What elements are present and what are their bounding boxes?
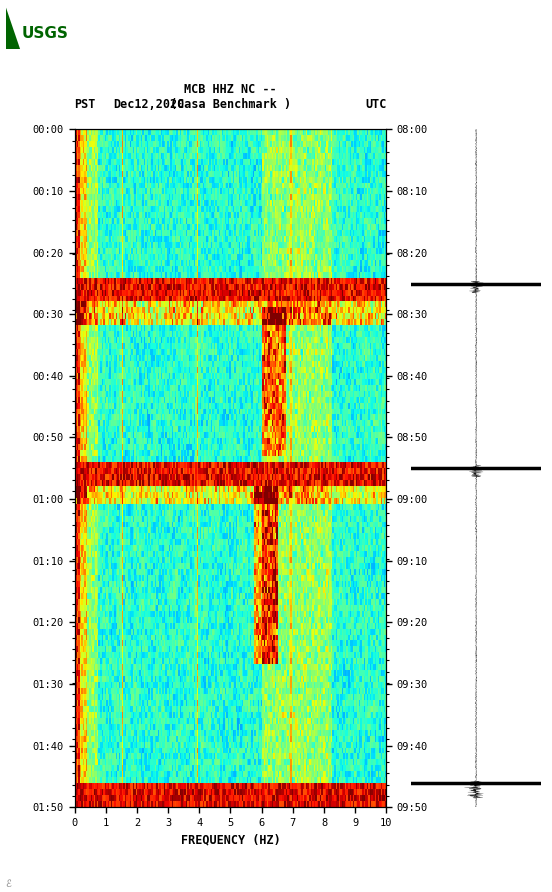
Polygon shape (6, 6, 20, 49)
Text: (Casa Benchmark ): (Casa Benchmark ) (170, 98, 291, 111)
Text: UTC: UTC (365, 98, 386, 111)
Text: MCB HHZ NC --: MCB HHZ NC -- (184, 83, 277, 95)
Text: PST: PST (75, 98, 96, 111)
Text: Dec12,2020: Dec12,2020 (113, 98, 184, 111)
X-axis label: FREQUENCY (HZ): FREQUENCY (HZ) (181, 833, 280, 847)
Text: USGS: USGS (22, 26, 69, 40)
Text: ℰ: ℰ (6, 879, 12, 888)
